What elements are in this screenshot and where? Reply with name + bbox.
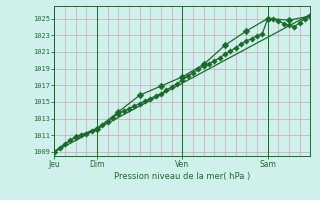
X-axis label: Pression niveau de la mer( hPa ): Pression niveau de la mer( hPa ): [114, 172, 251, 181]
